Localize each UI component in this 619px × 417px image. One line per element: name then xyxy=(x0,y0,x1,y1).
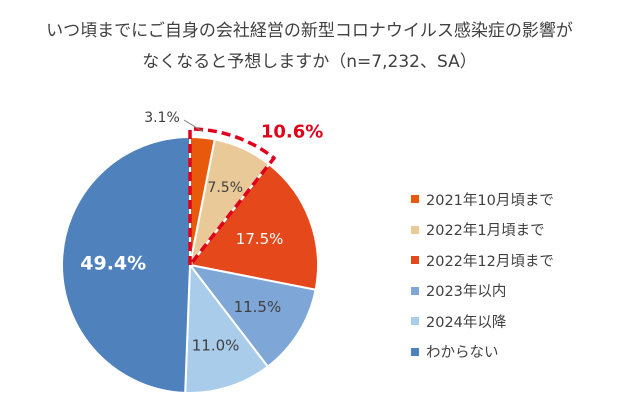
legend-item: 2023年以内 xyxy=(393,276,554,307)
legend-label: 2021年10月頃まで xyxy=(426,192,554,209)
chart-title-line-1: いつ頃までにご自身の会社経営の新型コロナウイルス感染症の影響が xyxy=(46,21,573,41)
pie-slice xyxy=(184,262,270,394)
leader-line xyxy=(183,119,204,133)
pie-slice xyxy=(61,135,191,394)
slice-value-label: 11.5% xyxy=(234,298,282,316)
slice-value-label: 11.0% xyxy=(192,337,240,355)
chart-legend: 2021年10月頃まで 2022年1月頃まで 2022年12月頃まで 2023年以内 2… xyxy=(393,184,554,367)
legend-swatch xyxy=(411,256,419,265)
legend-item: 2024年以降 xyxy=(393,306,554,337)
pie-slice xyxy=(187,263,317,369)
chart-title-line-2: なくなると予想しますか（n=7,232、SA） xyxy=(142,52,477,72)
legend-label: 2022年12月頃まで xyxy=(426,253,554,270)
legend-swatch xyxy=(411,225,419,234)
legend-item: 2021年10月頃まで xyxy=(393,184,554,215)
slice-value-label: 7.5% xyxy=(207,180,243,196)
legend-swatch xyxy=(411,286,419,295)
slice-value-label: 3.1% xyxy=(144,110,180,126)
legend-item: 2022年1月頃まで xyxy=(393,215,554,246)
legend-swatch xyxy=(411,317,419,326)
slice-value-label: 17.5% xyxy=(236,230,284,248)
legend-label: 2024年以降 xyxy=(426,314,507,331)
legend-label: 2022年1月頃まで xyxy=(426,223,545,240)
highlight-total-label: 10.6% xyxy=(261,121,323,142)
legend-label: わからない xyxy=(426,345,499,362)
legend-swatch xyxy=(411,347,419,356)
legend-item: 2022年12月頃まで xyxy=(393,245,554,276)
legend-item: わからない xyxy=(393,337,554,368)
slice-value-label: 49.4% xyxy=(80,253,146,275)
legend-label: 2023年以内 xyxy=(426,284,507,301)
legend-swatch xyxy=(411,195,419,204)
pie-slice xyxy=(188,162,319,291)
